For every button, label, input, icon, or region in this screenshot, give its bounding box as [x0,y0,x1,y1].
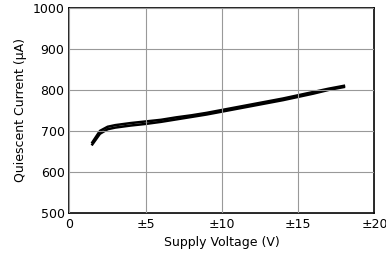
X-axis label: Supply Voltage (V): Supply Voltage (V) [164,236,280,249]
Y-axis label: Quiescent Current (μA): Quiescent Current (μA) [14,38,27,182]
